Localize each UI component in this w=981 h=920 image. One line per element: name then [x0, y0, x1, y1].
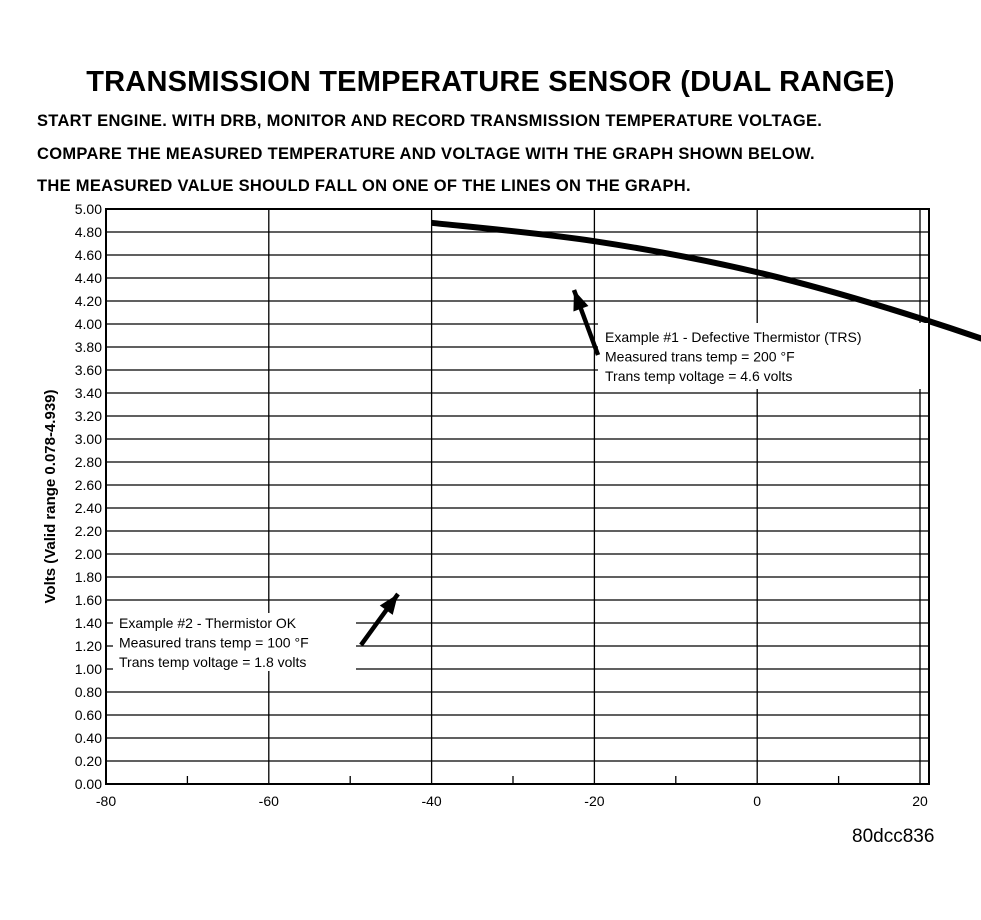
annotation-arrowhead-1	[573, 290, 589, 312]
y-tick-label: 0.20	[75, 753, 102, 769]
y-tick-label: 1.60	[75, 592, 102, 608]
annotation-text: Example #1 - Defective Thermistor (TRS)	[605, 329, 861, 345]
x-tick-label: -20	[584, 793, 604, 809]
instruction-line-2: COMPARE THE MEASURED TEMPERATURE AND VOL…	[37, 145, 815, 163]
annotation-text: Trans temp voltage = 1.8 volts	[119, 654, 306, 670]
annotation-box-1	[598, 323, 928, 389]
y-tick-label: 3.80	[75, 339, 102, 355]
y-tick-label: 2.00	[75, 546, 102, 562]
x-tick-label: 0	[753, 793, 761, 809]
y-axis-label: Volts (Valid range 0.078-4.939)	[42, 390, 59, 604]
annotation-text: Example #2 - Thermistor OK	[119, 615, 297, 631]
y-tick-label: 1.20	[75, 638, 102, 654]
y-tick-label: 4.60	[75, 247, 102, 263]
y-tick-label: 0.40	[75, 730, 102, 746]
annotation-box-2	[113, 613, 356, 671]
y-tick-label: 0.80	[75, 684, 102, 700]
y-tick-label: 4.00	[75, 316, 102, 332]
x-tick-label: 20	[912, 793, 928, 809]
annotation-text: Measured trans temp = 100 °F	[119, 635, 309, 651]
grid	[106, 208, 929, 785]
y-tick-label: 2.40	[75, 500, 102, 516]
y-tick-label: 3.20	[75, 408, 102, 424]
series-line-1	[431, 219, 981, 342]
y-tick-label: 0.60	[75, 707, 102, 723]
x-tick-label: -80	[96, 793, 116, 809]
y-tick-label: 4.80	[75, 224, 102, 240]
y-tick-label: 1.80	[75, 569, 102, 585]
y-tick-label: 4.40	[75, 270, 102, 286]
instruction-line-1: START ENGINE. WITH DRB, MONITOR AND RECO…	[37, 112, 823, 130]
y-tick-label: 3.60	[75, 362, 102, 378]
plot-frame	[105, 208, 930, 785]
y-tick-label: 2.80	[75, 454, 102, 470]
chart-title: TRANSMISSION TEMPERATURE SENSOR (DUAL RA…	[86, 66, 895, 98]
x-tick-label: -40	[421, 793, 441, 809]
y-tick-label: 5.00	[75, 201, 102, 217]
instruction-line-3: THE MEASURED VALUE SHOULD FALL ON ONE OF…	[37, 177, 691, 195]
annotation-text: Trans temp voltage = 4.6 volts	[605, 368, 792, 384]
y-tick-label: 3.40	[75, 385, 102, 401]
y-tick-label: 2.20	[75, 523, 102, 539]
y-tick-label: 3.00	[75, 431, 102, 447]
annotation-arrowhead-2	[379, 594, 398, 615]
annotation-text: Measured trans temp = 200 °F	[605, 349, 795, 365]
x-tick-label: -60	[259, 793, 279, 809]
y-tick-label: 0.00	[75, 776, 102, 792]
figure-id: 80dcc836	[852, 826, 935, 847]
y-tick-label: 4.20	[75, 293, 102, 309]
y-tick-label: 1.40	[75, 615, 102, 631]
y-tick-label: 1.00	[75, 661, 102, 677]
y-tick-label: 2.60	[75, 477, 102, 493]
